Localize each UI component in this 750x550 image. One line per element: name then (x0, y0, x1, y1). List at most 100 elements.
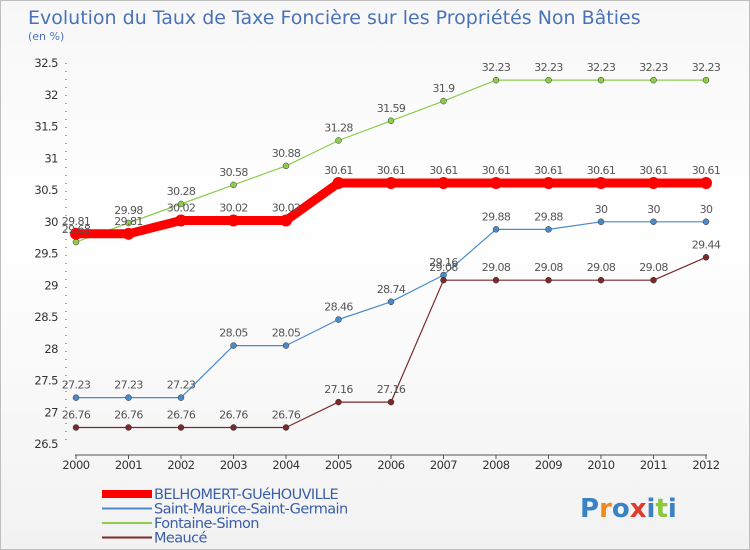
data-label: 27.23 (62, 379, 91, 392)
data-point (230, 181, 237, 189)
y-tick-label: 28.5 (34, 310, 58, 324)
data-label: 30.61 (377, 164, 406, 177)
data-label: 29.08 (482, 261, 511, 274)
y-tick-label: 30 (44, 215, 58, 229)
data-label: 26.76 (272, 408, 301, 421)
data-point (72, 424, 80, 431)
data-point (385, 177, 397, 190)
chart-title: Evolution du Taux de Taxe Foncière sur l… (28, 7, 641, 29)
logo-letter: i (647, 494, 656, 524)
y-tick-label: 26.5 (34, 437, 58, 451)
data-label: 28.05 (219, 327, 248, 340)
data-point (70, 227, 82, 240)
x-tick-label: 2001 (115, 458, 142, 472)
y-tick-label: 31 (44, 151, 58, 165)
data-label: 27.16 (324, 383, 353, 396)
legend-label: Saint-Maurice-Saint-Germain (154, 502, 348, 518)
data-point (335, 137, 342, 144)
data-point (282, 342, 290, 349)
data-point (175, 214, 187, 227)
data-label: 29.08 (587, 261, 616, 274)
data-point (72, 394, 80, 401)
data-label: 30.02 (219, 201, 248, 214)
data-point (440, 276, 447, 284)
data-label: 30.61 (587, 164, 616, 177)
data-point (282, 162, 290, 170)
data-label: 29.81 (114, 215, 143, 228)
axes: 26.5 27 27.5 28 28.5 29 29.5 30 30.5 31 31.5 32 32.5… (34, 56, 720, 472)
data-label: 31.9 (432, 82, 455, 95)
data-point (72, 238, 80, 246)
logo-letter: P (580, 494, 599, 524)
data-point (492, 276, 500, 284)
data-point (335, 316, 342, 323)
data-point (335, 398, 342, 406)
x-tick-label: 2010 (587, 458, 614, 472)
x-tick-label: 2011 (640, 458, 667, 472)
legend-label: Meaucé (154, 531, 207, 547)
data-label: 32.23 (534, 61, 563, 74)
data-point (597, 276, 605, 284)
data-point (650, 76, 657, 84)
data-label: 30.88 (272, 147, 301, 160)
data-label: 32.23 (639, 61, 668, 74)
y-tick-label: 27 (44, 405, 58, 419)
data-point (177, 394, 185, 401)
x-tick-label: 2007 (430, 458, 457, 472)
data-label: 27.23 (114, 379, 143, 392)
data-label: 26.76 (62, 408, 91, 421)
x-tick-label: 2006 (377, 458, 404, 472)
y-tick-label: 29.5 (34, 247, 58, 261)
y-tick-label: 28 (44, 342, 58, 356)
data-point (492, 76, 500, 84)
data-point (387, 298, 395, 306)
data-point (230, 424, 237, 431)
data-label: 30.02 (272, 201, 301, 214)
data-label: 29.68 (62, 223, 91, 236)
data-label: 30 (595, 203, 608, 216)
data-label: 30.28 (167, 185, 196, 198)
data-labels: 29.68 29.98 30.28 30.58 30.88 31.28 31.59 31.9 3… (62, 61, 722, 421)
x-tick-label: 2004 (272, 458, 299, 472)
data-label: 31.59 (377, 102, 406, 115)
data-label: 30.61 (692, 164, 721, 177)
data-label: 26.76 (219, 408, 248, 421)
data-point (125, 394, 132, 401)
x-tick-label: 2005 (325, 458, 352, 472)
y-tick-label: 30.5 (34, 183, 58, 197)
x-tick-label: 2000 (62, 458, 89, 472)
data-point (332, 177, 345, 190)
logo-letter: t (655, 494, 667, 524)
data-point (702, 76, 710, 84)
series-layer (70, 76, 712, 431)
data-label: 30.61 (482, 164, 511, 177)
data-point (280, 214, 292, 227)
data-label: 26.76 (167, 408, 196, 421)
data-label: 29.88 (482, 210, 511, 223)
data-point (545, 276, 552, 284)
data-point (597, 76, 605, 84)
data-point (490, 177, 502, 190)
y-tick-label: 29 (44, 278, 58, 292)
data-label: 29.44 (692, 238, 721, 251)
data-point (492, 226, 500, 233)
x-tick-label: 2008 (482, 458, 509, 472)
data-point (125, 219, 132, 227)
y-tick-label: 27.5 (34, 374, 58, 388)
data-point (595, 177, 607, 190)
series-line-1 (76, 221, 706, 399)
data-point (647, 177, 660, 190)
x-tick-label: 2012 (692, 458, 719, 472)
data-point (177, 200, 185, 208)
data-label: 30.61 (639, 164, 668, 177)
data-label: 29.08 (639, 261, 668, 274)
x-tick-label: 2009 (535, 458, 562, 472)
data-label: 28.74 (377, 283, 406, 296)
data-label: 30.61 (429, 164, 458, 177)
proxiti-logo: Proxiti (580, 494, 677, 524)
data-label: 26.76 (114, 408, 143, 421)
data-point (122, 227, 135, 240)
data-point (387, 398, 395, 406)
data-point (437, 177, 450, 190)
